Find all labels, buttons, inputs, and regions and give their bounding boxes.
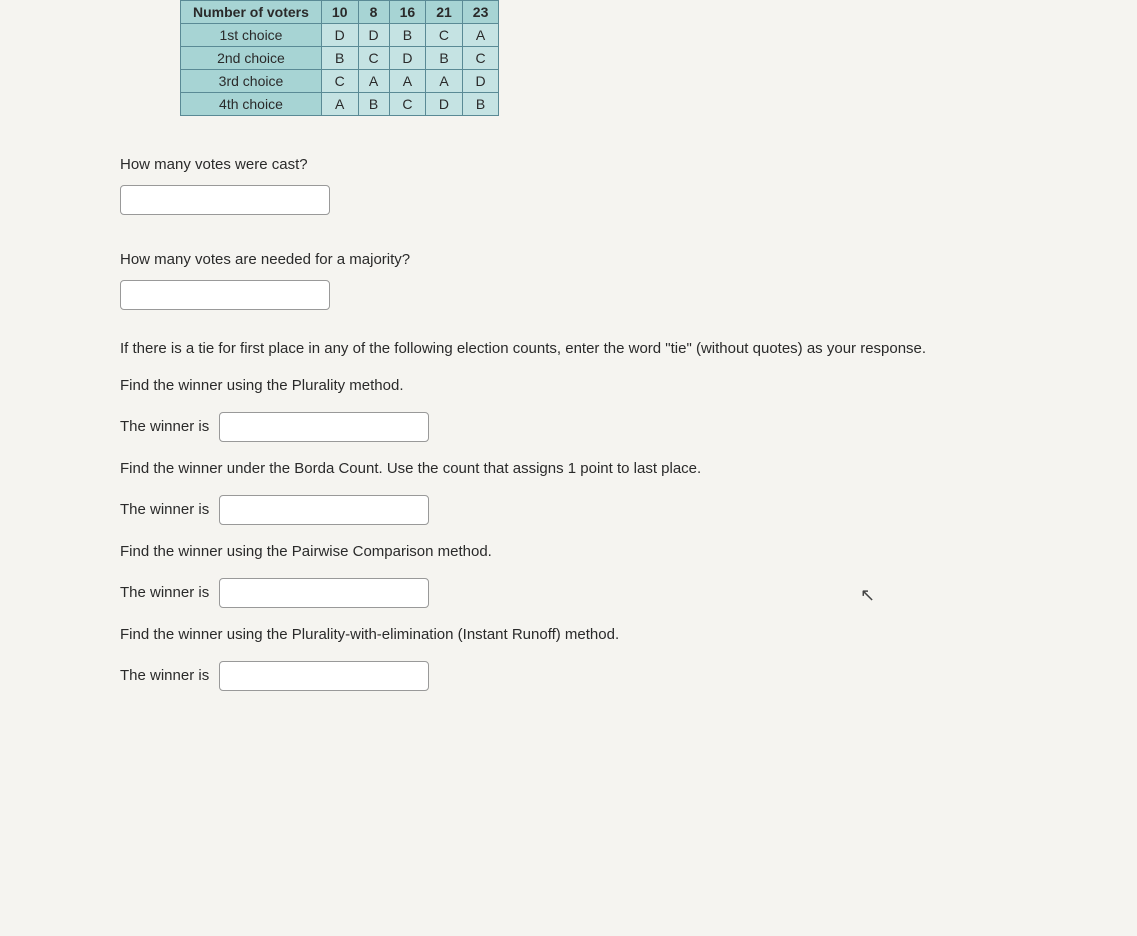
table-cell: C: [426, 24, 463, 47]
table-cell: D: [389, 47, 426, 70]
question-plurality: Find the winner using the Plurality meth…: [120, 377, 1017, 394]
table-cell: B: [321, 47, 358, 70]
tie-note: If there is a tie for first place in any…: [120, 338, 1017, 359]
table-cell: A: [426, 70, 463, 93]
preference-table: Number of voters 10 8 16 21 23 1st choic…: [180, 0, 499, 116]
plurality-winner-input[interactable]: [219, 412, 429, 442]
table-cell: D: [462, 70, 499, 93]
winner-label: The winner is: [120, 584, 209, 601]
table-cell: C: [321, 70, 358, 93]
table-cell: D: [321, 24, 358, 47]
row-label: 2nd choice: [181, 47, 322, 70]
table-row: 3rd choice C A A A D: [181, 70, 499, 93]
voter-count: 10: [321, 1, 358, 24]
winner-label: The winner is: [120, 501, 209, 518]
table-cell: B: [426, 47, 463, 70]
voter-count: 23: [462, 1, 499, 24]
table-header-label: Number of voters: [181, 1, 322, 24]
voter-count: 16: [389, 1, 426, 24]
pairwise-winner-input[interactable]: [219, 578, 429, 608]
table-row: 4th choice A B C D B: [181, 93, 499, 116]
question-votes-cast: How many votes were cast?: [120, 156, 1017, 173]
borda-winner-input[interactable]: [219, 495, 429, 525]
row-label: 3rd choice: [181, 70, 322, 93]
question-borda: Find the winner under the Borda Count. U…: [120, 460, 1017, 477]
majority-input[interactable]: [120, 280, 330, 310]
table-cell: B: [389, 24, 426, 47]
table-cell: A: [389, 70, 426, 93]
question-majority: How many votes are needed for a majority…: [120, 251, 1017, 268]
row-label: 4th choice: [181, 93, 322, 116]
table-cell: C: [358, 47, 389, 70]
table-cell: B: [462, 93, 499, 116]
cursor-icon: ↖: [860, 585, 875, 606]
table-cell: C: [389, 93, 426, 116]
table-cell: A: [462, 24, 499, 47]
table-cell: A: [358, 70, 389, 93]
question-irv: Find the winner using the Plurality-with…: [120, 626, 1017, 643]
winner-label: The winner is: [120, 418, 209, 435]
row-label: 1st choice: [181, 24, 322, 47]
voter-count: 8: [358, 1, 389, 24]
votes-cast-input[interactable]: [120, 185, 330, 215]
table-row: 2nd choice B C D B C: [181, 47, 499, 70]
irv-winner-input[interactable]: [219, 661, 429, 691]
winner-label: The winner is: [120, 667, 209, 684]
table-cell: B: [358, 93, 389, 116]
table-cell: D: [358, 24, 389, 47]
question-pairwise: Find the winner using the Pairwise Compa…: [120, 543, 1017, 560]
table-cell: A: [321, 93, 358, 116]
table-cell: C: [462, 47, 499, 70]
table-row: 1st choice D D B C A: [181, 24, 499, 47]
voter-count: 21: [426, 1, 463, 24]
table-cell: D: [426, 93, 463, 116]
